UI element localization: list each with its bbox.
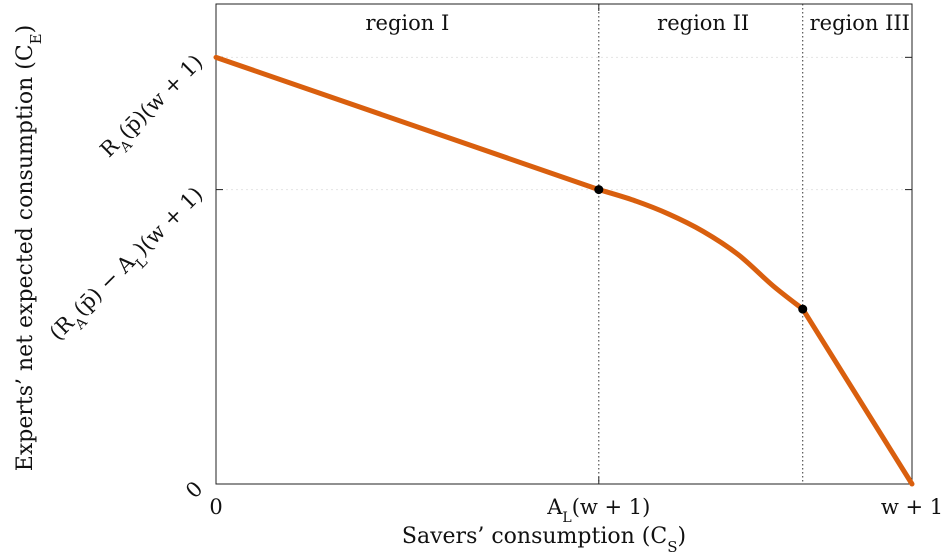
grid-lines [216,56,912,191]
x-tick-label: 0 [209,495,222,519]
region-dividers [598,4,804,484]
y-tick-label: 0 [181,477,207,503]
x-tick-label: w + 1 [881,495,941,519]
plot-frame [215,3,913,485]
series-line [213,54,915,487]
data-markers [594,185,808,314]
axis-ticks [215,4,913,485]
region-label: region III [810,11,910,35]
data-marker [594,185,604,195]
y-tick-label: RA(p̄)(w + 1) [96,50,213,167]
y-axis-title: Experts’ net expected consumption (CE) [13,25,45,471]
x-tick-label: AL(w + 1) [546,495,650,526]
region-label: region II [657,11,749,35]
data-marker [798,304,808,314]
region-label: region I [366,11,450,35]
x-axis-title: Savers’ consumption (CS) [402,524,686,552]
y-tick-label: (RA(p̄) − AL)(w + 1) [45,182,213,350]
